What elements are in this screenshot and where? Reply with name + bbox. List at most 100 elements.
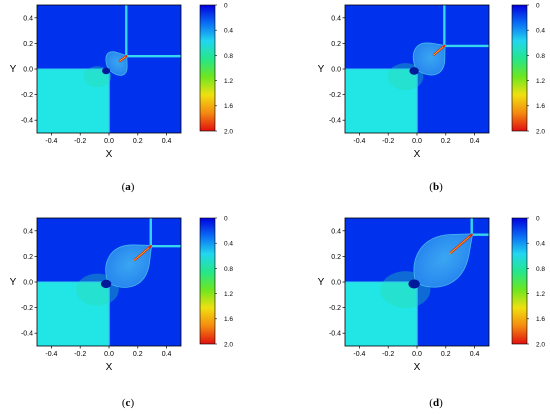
- x-tick-label: -0.4: [353, 351, 365, 358]
- x-axis-label: X: [106, 149, 113, 160]
- colorbar-tick-label: 0.4: [536, 241, 545, 248]
- y-axis-label: Y: [10, 64, 17, 75]
- colorbar-scale: [511, 4, 528, 132]
- y-tick-label: 0.0: [23, 280, 33, 287]
- plot-area: [345, 5, 489, 133]
- x-tick-label: -0.4: [45, 351, 57, 358]
- fracture-core-edge: [433, 46, 444, 56]
- colorbar-tick-label: 1.6: [536, 103, 545, 110]
- x-tick-label: 0.0: [412, 351, 422, 358]
- colorbar-tick-label: 2.0: [536, 341, 545, 348]
- fracture-core-edge: [133, 247, 150, 261]
- panel-caption: (b): [429, 181, 443, 193]
- colorbar-tick-label: 1.2: [536, 291, 545, 298]
- y-tick-label: -0.2: [329, 305, 341, 312]
- plume: [105, 51, 128, 76]
- y-tick-label: 0.4: [331, 15, 341, 22]
- heatmap-low-region: [345, 282, 417, 346]
- y-tick-label: 0.0: [331, 67, 341, 74]
- y-tick-label: 0.4: [23, 15, 33, 22]
- y-tick-label: -0.4: [329, 331, 341, 338]
- x-tick-label: 0.2: [133, 138, 143, 145]
- colorbar-tick-label: 1.6: [224, 103, 233, 110]
- y-tick-label: 0.2: [23, 254, 33, 261]
- colorbar-tick-label: 1.2: [536, 78, 545, 85]
- colorbar-tick-label: 0: [224, 2, 228, 9]
- x-tick-label: 0.4: [470, 138, 480, 145]
- colorbar: 0 0.4 0.8 1.2 1.6 2.0: [199, 2, 233, 135]
- colorbar-tick-label: 2.0: [224, 341, 233, 348]
- y-tick-label: -0.4: [21, 331, 33, 338]
- x-tick-label: -0.2: [74, 351, 86, 358]
- colorbar-tick-label: 0.8: [536, 266, 545, 273]
- y-tick-label: 0.2: [331, 41, 341, 48]
- plot-area: [37, 5, 181, 133]
- colorbar-tick-label: 1.6: [224, 316, 233, 323]
- heatmap-low-region: [37, 282, 109, 346]
- y-tick-label: 0.0: [331, 280, 341, 287]
- colorbar-tick-label: 0.4: [224, 28, 233, 35]
- y-axis-label: Y: [318, 64, 325, 75]
- fracture-core-edge: [449, 236, 470, 254]
- y-axis-label: Y: [318, 277, 325, 288]
- x-tick-label: 0.0: [412, 138, 422, 145]
- panel-caption: (a): [122, 181, 135, 193]
- panel-caption: (c): [122, 397, 135, 409]
- x-tick-label: 0.0: [104, 138, 114, 145]
- colorbar: 0 0.4 0.8 1.2 1.6 2.0: [511, 2, 545, 135]
- x-axis-label: X: [106, 362, 113, 373]
- fracture-core-edge: [119, 56, 126, 62]
- x-tick-label: -0.2: [74, 138, 86, 145]
- colorbar-tick-label: 0.4: [224, 241, 233, 248]
- x-tick-label: 0.4: [470, 351, 480, 358]
- plot-area: [37, 218, 181, 346]
- y-tick-label: 0.0: [23, 67, 33, 74]
- colorbar-scale: [199, 217, 216, 345]
- x-tick-label: 0.2: [133, 351, 143, 358]
- x-tick-label: -0.4: [45, 138, 57, 145]
- y-tick-label: 0.2: [23, 41, 33, 48]
- x-tick-label: 0.4: [162, 351, 172, 358]
- wellbore: [409, 67, 419, 75]
- wellbore: [100, 279, 112, 289]
- colorbar-tick-label: 2.0: [536, 128, 545, 135]
- panel-c: -0.4 -0.2 0.0 0.2 0.4 0.4 0.2 0.0 -0.2 -0.4 X Y 0 0.4…: [10, 215, 234, 409]
- heatmap-low-region: [345, 69, 417, 133]
- x-tick-label: 0.2: [441, 138, 451, 145]
- y-tick-label: 0.4: [331, 228, 341, 235]
- x-axis-label: X: [414, 149, 421, 160]
- x-tick-label: -0.4: [353, 138, 365, 145]
- colorbar-tick-label: 0: [536, 215, 540, 222]
- colorbar-scale: [511, 217, 528, 345]
- plume: [413, 233, 473, 288]
- x-tick-label: -0.2: [382, 351, 394, 358]
- x-axis-label: X: [414, 362, 421, 373]
- x-tick-label: 0.4: [162, 138, 172, 145]
- panel-caption: (d): [429, 397, 443, 409]
- colorbar-tick-label: 0.8: [536, 53, 545, 60]
- y-tick-label: -0.2: [21, 305, 33, 312]
- y-tick-label: -0.2: [21, 92, 33, 99]
- colorbar-tick-label: 0: [224, 215, 228, 222]
- colorbar: 0 0.4 0.8 1.2 1.6 2.0: [199, 215, 233, 348]
- plume: [412, 42, 446, 76]
- plot-area: [345, 218, 489, 346]
- plume: [105, 244, 152, 288]
- panel-letter: d: [433, 397, 439, 409]
- panel-letter: a: [125, 181, 131, 193]
- wellbore: [408, 279, 420, 289]
- heatmap-low-region: [37, 69, 109, 133]
- colorbar-tick-label: 0.4: [536, 28, 545, 35]
- x-tick-label: 0.0: [104, 351, 114, 358]
- x-tick-label: -0.2: [382, 138, 394, 145]
- y-axis-label: Y: [10, 277, 17, 288]
- panel-d: -0.4 -0.2 0.0 0.2 0.4 0.4 0.2 0.0 -0.2 -0.4 X Y 0 0.4…: [318, 215, 546, 409]
- colorbar: 0 0.4 0.8 1.2 1.6 2.0: [511, 215, 545, 348]
- y-tick-label: 0.2: [331, 254, 341, 261]
- panel-letter: b: [433, 181, 439, 193]
- y-tick-label: -0.2: [329, 92, 341, 99]
- colorbar-tick-label: 1.2: [224, 78, 233, 85]
- colorbar-tick-label: 2.0: [224, 128, 233, 135]
- colorbar-tick-label: 1.6: [536, 316, 545, 323]
